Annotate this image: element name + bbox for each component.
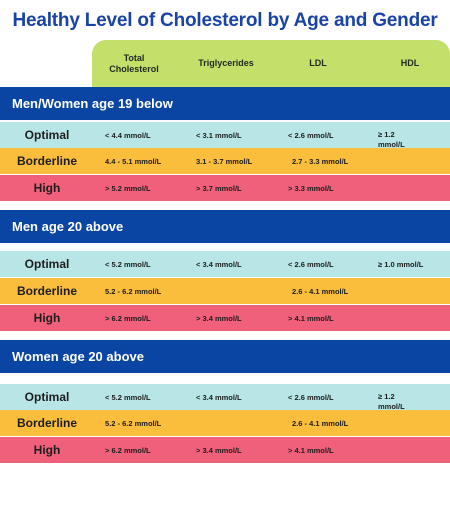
cell-ldl: 2.7 - 3.3 mmol/L: [292, 156, 349, 166]
section-heading: Women age 20 above: [0, 340, 450, 373]
cell-triglycerides: < 3.4 mmol/L: [196, 259, 242, 269]
col-header-ldl: LDL: [309, 58, 327, 68]
table-row-optimal: Optimal < 5.2 mmol/L < 3.4 mmol/L < 2.6 …: [0, 384, 450, 411]
cell-total: < 5.2 mmol/L: [105, 392, 151, 402]
cell-ldl: > 4.1 mmol/L: [288, 313, 334, 323]
cell-total: > 6.2 mmol/L: [105, 445, 151, 455]
table-row-optimal: Optimal < 5.2 mmol/L < 3.4 mmol/L < 2.6 …: [0, 251, 450, 277]
table-row-borderline: Borderline 4.4 - 5.1 mmol/L 3.1 - 3.7 mm…: [0, 148, 450, 174]
cell-hdl: ≥ 1.2 mmol/L: [378, 130, 405, 149]
cell-total: 5.2 - 6.2 mmol/L: [105, 286, 162, 296]
cell-triglycerides: > 3.4 mmol/L: [196, 313, 242, 323]
table-row-high: High > 5.2 mmol/L > 3.7 mmol/L > 3.3 mmo…: [0, 175, 450, 201]
cell-total: < 4.4 mmol/L: [105, 130, 151, 140]
cell-ldl: < 2.6 mmol/L: [288, 392, 334, 402]
cell-total: > 6.2 mmol/L: [105, 313, 151, 323]
row-label: Borderline: [16, 154, 77, 168]
cell-total: < 5.2 mmol/L: [105, 259, 151, 269]
col-header-triglycerides: Triglycerides: [198, 58, 254, 68]
col-header-hdl: HDL: [400, 58, 420, 68]
row-label: Borderline: [16, 416, 77, 430]
cell-triglycerides: < 3.1 mmol/L: [196, 130, 242, 140]
section-heading: Men age 20 above: [0, 210, 450, 243]
cell-total: > 5.2 mmol/L: [105, 183, 151, 193]
cell-total: 4.4 - 5.1 mmol/L: [105, 156, 162, 166]
cell-triglycerides: 3.1 - 3.7 mmol/L: [196, 156, 253, 166]
column-header-bar: [92, 40, 450, 87]
row-label: Borderline: [16, 284, 77, 298]
row-label: High: [33, 181, 61, 195]
row-label: Optimal: [24, 128, 70, 142]
cell-triglycerides: > 3.7 mmol/L: [196, 183, 242, 193]
cell-ldl: 2.6 - 4.1 mmol/L: [292, 286, 349, 296]
cell-ldl: < 2.6 mmol/L: [288, 259, 334, 269]
row-label: Optimal: [24, 390, 70, 404]
row-label: Optimal: [24, 257, 70, 271]
cell-ldl: < 2.6 mmol/L: [288, 130, 334, 140]
cell-ldl: 2.6 - 4.1 mmol/L: [292, 418, 349, 428]
section-heading: Men/Women age 19 below: [0, 87, 450, 120]
col-header-total-cholesterol: Total Cholesterol: [109, 52, 159, 74]
cell-hdl: ≥ 1.0 mmol/L: [378, 259, 424, 269]
cell-triglycerides: < 3.4 mmol/L: [196, 392, 242, 402]
row-label: High: [33, 443, 61, 457]
cell-ldl: > 4.1 mmol/L: [288, 445, 334, 455]
table-row-borderline: Borderline 5.2 - 6.2 mmol/L 2.6 - 4.1 mm…: [0, 278, 450, 304]
table-row-borderline: Borderline 5.2 - 6.2 mmol/L 2.6 - 4.1 mm…: [0, 410, 450, 436]
table-row-high: High > 6.2 mmol/L > 3.4 mmol/L > 4.1 mmo…: [0, 305, 450, 331]
page-title: Healthy Level of Cholesterol by Age and …: [12, 10, 438, 31]
row-label: High: [33, 311, 61, 325]
table-row-optimal: Optimal < 4.4 mmol/L < 3.1 mmol/L < 2.6 …: [0, 122, 450, 149]
cell-hdl: ≥ 1.2 mmol/L: [378, 392, 405, 411]
cell-ldl: > 3.3 mmol/L: [288, 183, 334, 193]
cell-triglycerides: > 3.4 mmol/L: [196, 445, 242, 455]
cell-total: 5.2 - 6.2 mmol/L: [105, 418, 162, 428]
table-row-high: High > 6.2 mmol/L > 3.4 mmol/L > 4.1 mmo…: [0, 437, 450, 463]
